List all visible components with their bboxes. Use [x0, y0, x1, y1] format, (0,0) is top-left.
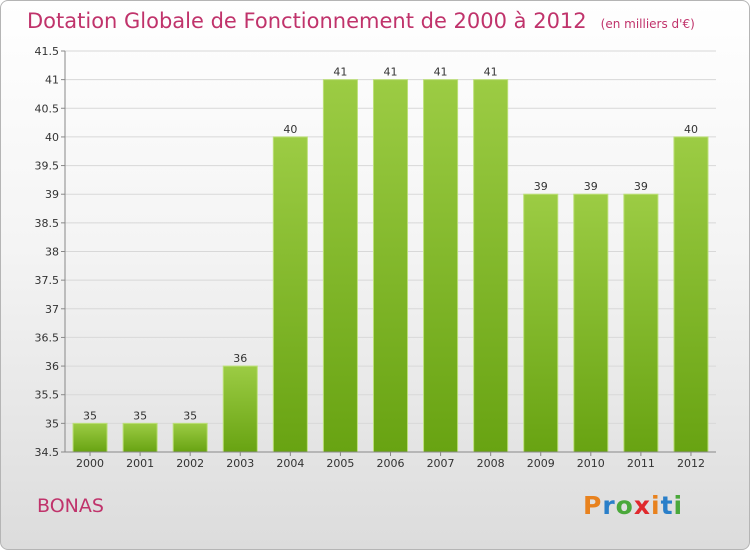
y-tick-label: 38: [45, 246, 59, 259]
axes: 34.5 35 35.5 36 36.5 37 37.5 38 38.5 39 39.5 40 40.5…: [35, 45, 716, 470]
bars: 35 35 35 36 40 41 41 41 41 39 39 39 40: [72, 66, 709, 453]
y-tick-label: 34.5: [35, 446, 60, 459]
chart-unit: (en milliers d'€): [600, 17, 695, 31]
bar: [222, 365, 258, 453]
y-tick-label: 35: [45, 417, 59, 430]
y-tick-label: 40.5: [35, 102, 60, 115]
logo-letter: i: [673, 491, 684, 520]
y-tick-label: 41.5: [35, 45, 60, 58]
x-tick-label: 2007: [427, 457, 455, 470]
logo-letter: x: [633, 491, 651, 520]
bar-value-label: 40: [684, 123, 698, 136]
chart-title: Dotation Globale de Fonctionnement de 20…: [27, 9, 587, 33]
bar-value-label: 39: [534, 180, 548, 193]
bar: [573, 193, 609, 453]
x-tick-label: 2009: [527, 457, 555, 470]
x-tick-label: 2000: [76, 457, 104, 470]
bar: [122, 422, 158, 453]
bar-value-label: 41: [434, 66, 448, 79]
x-tick-label: 2004: [276, 457, 304, 470]
y-tick-label: 40: [45, 131, 59, 144]
y-tick-label: 35.5: [35, 389, 60, 402]
bar-value-label: 39: [634, 180, 648, 193]
x-tick-label: 2002: [176, 457, 204, 470]
chart-title-block: Dotation Globale de Fonctionnement de 20…: [27, 9, 695, 33]
x-tick-label: 2012: [677, 457, 705, 470]
x-tick-label: 2005: [326, 457, 354, 470]
logo-letter: P: [583, 491, 603, 520]
bar-value-label: 35: [133, 409, 147, 422]
y-tick-label: 38.5: [35, 217, 60, 230]
bar: [172, 422, 208, 453]
x-tick-label: 2010: [577, 457, 605, 470]
y-tick-label: 37.5: [35, 274, 60, 287]
y-tick-label: 36.5: [35, 331, 60, 344]
bar-value-label: 39: [584, 180, 598, 193]
commune-name: BONAS: [37, 495, 104, 517]
y-tick-label: 39.5: [35, 160, 60, 173]
proxiti-logo: Proxiti: [583, 491, 683, 520]
logo-letter: r: [602, 491, 616, 520]
x-tick-label: 2003: [226, 457, 254, 470]
bar: [272, 136, 308, 453]
bar: [322, 79, 358, 453]
y-tick-label: 37: [45, 303, 59, 316]
y-tick-label: 41: [45, 74, 59, 87]
bar-value-label: 35: [83, 409, 97, 422]
bar-value-label: 35: [183, 409, 197, 422]
bar: [423, 79, 459, 453]
bar: [523, 193, 559, 453]
x-tick-label: 2011: [627, 457, 655, 470]
logo-letter: o: [615, 491, 634, 520]
bar-value-label: 41: [384, 66, 398, 79]
bar-value-label: 36: [233, 352, 247, 365]
bar: [372, 79, 409, 453]
bar: [673, 136, 709, 453]
x-tick-label: 2006: [377, 457, 405, 470]
bar: [72, 422, 108, 453]
logo-letter: t: [660, 491, 674, 520]
bar-value-label: 41: [333, 66, 347, 79]
bar: [473, 79, 509, 453]
x-tick-label: 2001: [126, 457, 154, 470]
y-tick-label: 39: [45, 188, 59, 201]
x-tick-label: 2008: [477, 457, 505, 470]
logo-letter: i: [651, 491, 661, 520]
bar-value-label: 40: [283, 123, 297, 136]
y-tick-label: 36: [45, 360, 59, 373]
bar-value-label: 41: [484, 66, 498, 79]
bar: [623, 193, 659, 453]
